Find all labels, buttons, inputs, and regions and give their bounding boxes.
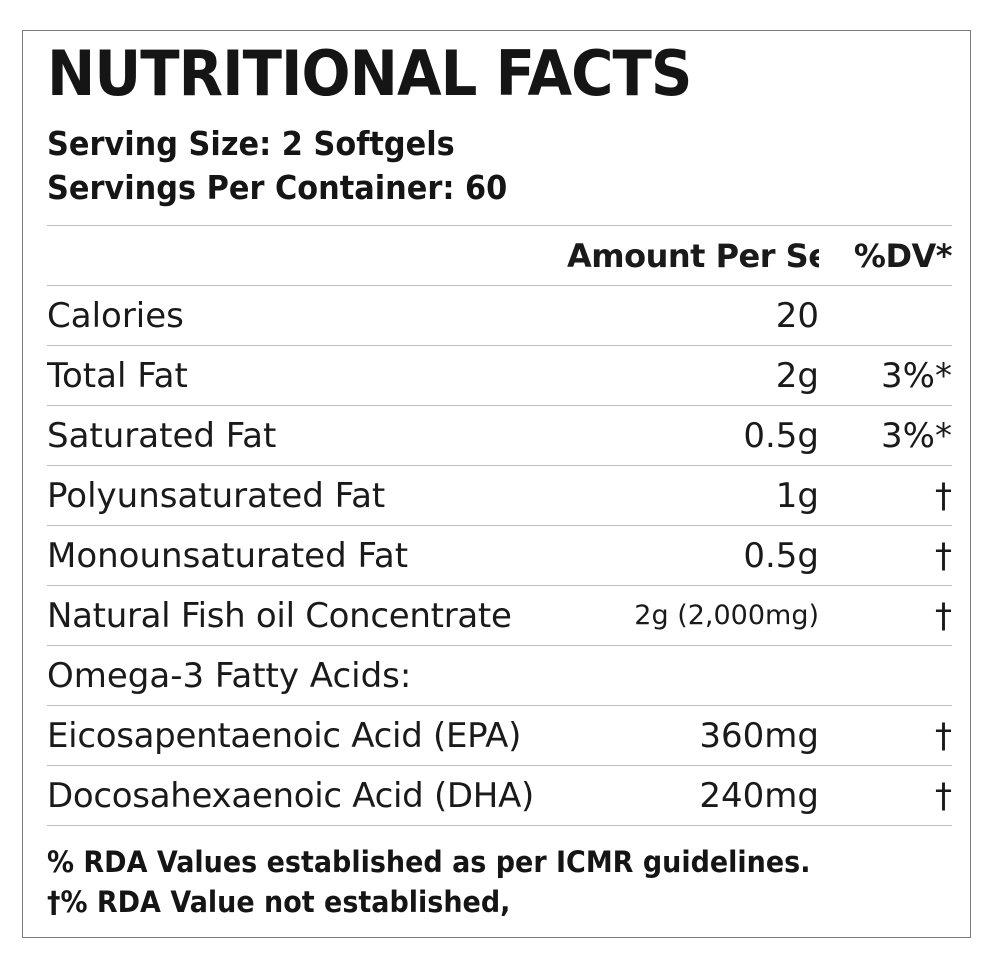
row-dv: † [819, 465, 952, 526]
row-dv: † [819, 585, 952, 646]
footer-rda-not-established: †% RDA Value not established, [47, 885, 511, 919]
row-amount: 2g [567, 345, 819, 406]
row-dv: 3%* [819, 345, 952, 406]
label-title: NUTRITIONAL FACTS [47, 37, 692, 110]
row-name: Polyunsaturated Fat [47, 465, 567, 526]
row-amount: 2g (2,000mg) [567, 585, 819, 646]
row-name: Eicosapentaenoic Acid (EPA) [47, 705, 567, 766]
row-name: Total Fat [47, 345, 567, 406]
table-header-row: Amount Per Serving %DV* [47, 225, 952, 286]
table-row: Docosahexaenoic Acid (DHA) 240mg † [47, 765, 952, 826]
row-dv: 3%* [819, 405, 952, 466]
row-amount: 240mg [567, 765, 819, 826]
row-amount: 0.5g [567, 525, 819, 586]
footer-rda-note: % RDA Values established as per ICMR gui… [47, 845, 811, 879]
row-dv: † [819, 705, 952, 766]
nutrition-facts-panel: NUTRITIONAL FACTS Serving Size: 2 Softge… [22, 30, 971, 938]
header-nutrient [47, 225, 567, 286]
row-name: Calories [47, 285, 567, 346]
row-dv [819, 645, 952, 706]
header-amount-per-serving: Amount Per Serving [567, 225, 819, 286]
table-row: Polyunsaturated Fat 1g † [47, 465, 952, 526]
table-row: Saturated Fat 0.5g 3%* [47, 405, 952, 466]
row-amount: 1g [567, 465, 819, 526]
row-name: Saturated Fat [47, 405, 567, 466]
header-daily-value: %DV* [819, 225, 952, 286]
serving-size: Serving Size: 2 Softgels [47, 124, 455, 163]
row-amount: 20 [567, 285, 819, 346]
row-name: Monounsaturated Fat [47, 525, 567, 586]
row-name: Natural Fish oil Concentrate [47, 585, 567, 646]
row-amount [567, 645, 819, 706]
table-row: Monounsaturated Fat 0.5g † [47, 525, 952, 586]
table-row: Natural Fish oil Concentrate 2g (2,000mg… [47, 585, 952, 646]
table-row: Calories 20 [47, 285, 952, 346]
row-amount: 360mg [567, 705, 819, 766]
row-amount: 0.5g [567, 405, 819, 466]
row-name: Docosahexaenoic Acid (DHA) [47, 765, 567, 826]
table-row: Omega-3 Fatty Acids: [47, 645, 952, 706]
row-dv [819, 285, 952, 346]
table-row: Eicosapentaenoic Acid (EPA) 360mg † [47, 705, 952, 766]
nutrition-table: Amount Per Serving %DV* Calories 20 Tota… [47, 225, 952, 826]
table-row: Total Fat 2g 3%* [47, 345, 952, 406]
row-dv: † [819, 765, 952, 826]
row-dv: † [819, 525, 952, 586]
servings-per-container: Servings Per Container: 60 [47, 168, 508, 207]
row-name: Omega-3 Fatty Acids: [47, 645, 567, 706]
